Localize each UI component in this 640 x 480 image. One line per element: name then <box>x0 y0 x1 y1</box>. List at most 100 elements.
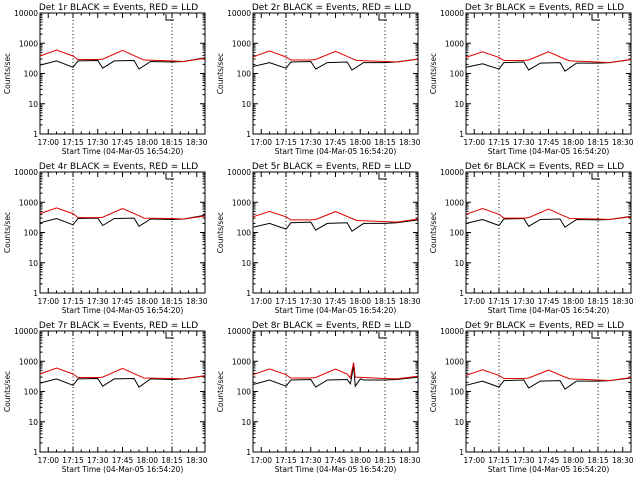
panel-title: Det 7r BLACK = Events, RED = LLD <box>39 321 198 331</box>
y-tick-label: 10000 <box>440 9 464 18</box>
series-line-events <box>252 58 419 71</box>
x-tick-label: 18:00 <box>562 456 584 465</box>
y-tick-label: 1 <box>246 448 251 457</box>
y-tick-label: 1 <box>246 130 251 139</box>
x-tick-label: 17:15 <box>62 456 84 465</box>
x-tick-label: 18:00 <box>349 138 371 147</box>
corner-marker <box>591 14 600 21</box>
x-tick-label: 18:30 <box>399 297 421 306</box>
detector-panel-4: Det 4r BLACK = Events, RED = LLD 1 10 100 10… <box>3 162 208 315</box>
x-tick-label: 17:45 <box>112 456 134 465</box>
x-tick-label: 17:30 <box>513 456 535 465</box>
x-axis-label: Start Time (04-Mar-05 16:54:20) <box>488 147 610 156</box>
y-axis-label: Counts/sec <box>429 371 438 412</box>
detector-panel-8: Det 8r BLACK = Events, RED = LLD 1 10 100 10… <box>216 321 421 474</box>
x-tick-label: 17:15 <box>275 297 297 306</box>
y-axis-label: Counts/sec <box>429 212 438 253</box>
detector-panel-6: Det 6r BLACK = Events, RED = LLD 1 10 100 10… <box>429 162 634 315</box>
x-tick-label: 18:00 <box>136 297 158 306</box>
x-tick-label: 17:45 <box>325 138 347 147</box>
x-tick-label: 18:30 <box>612 456 634 465</box>
plot-frame <box>39 12 206 135</box>
x-tick-label: 18:30 <box>186 297 208 306</box>
y-tick-label: 100 <box>450 388 465 397</box>
x-tick-label: 18:15 <box>374 138 396 147</box>
y-tick-label: 1 <box>33 289 38 298</box>
series-line-events <box>465 377 632 390</box>
y-tick-label: 10000 <box>14 327 38 336</box>
x-tick-label: 18:15 <box>587 138 609 147</box>
x-tick-label: 17:30 <box>513 297 535 306</box>
y-tick-label: 10000 <box>14 9 38 18</box>
y-tick-label: 100 <box>237 388 252 397</box>
plot-frame <box>252 12 419 135</box>
y-tick-label: 10 <box>454 259 464 268</box>
y-tick-label: 10 <box>454 100 464 109</box>
y-axis-label: Counts/sec <box>3 371 12 412</box>
x-tick-label: 17:00 <box>463 138 485 147</box>
y-tick-label: 1 <box>33 130 38 139</box>
x-tick-label: 17:30 <box>87 456 109 465</box>
y-tick-label: 100 <box>24 70 39 79</box>
x-tick-label: 17:00 <box>37 297 59 306</box>
corner-marker <box>378 173 387 180</box>
y-tick-label: 10000 <box>14 168 38 177</box>
y-tick-label: 10 <box>241 100 251 109</box>
x-axis-label: Start Time (04-Mar-05 16:54:20) <box>275 147 397 156</box>
y-tick-label: 100 <box>24 388 39 397</box>
y-tick-label: 1 <box>459 289 464 298</box>
y-tick-label: 1000 <box>19 39 38 48</box>
x-tick-label: 17:00 <box>250 297 272 306</box>
x-tick-label: 18:30 <box>612 138 634 147</box>
detector-panel-9: Det 9r BLACK = Events, RED = LLD 1 10 100 10… <box>429 321 634 474</box>
series-line-events <box>252 219 419 232</box>
y-tick-label: 100 <box>450 70 465 79</box>
y-tick-label: 10 <box>28 418 38 427</box>
corner-marker <box>165 332 174 339</box>
series-line-events <box>39 57 206 70</box>
x-tick-label: 18:00 <box>349 456 371 465</box>
y-tick-label: 1 <box>459 448 464 457</box>
panel-title: Det 1r BLACK = Events, RED = LLD <box>39 3 198 13</box>
x-tick-label: 18:30 <box>186 138 208 147</box>
y-tick-label: 10 <box>28 100 38 109</box>
x-tick-label: 17:45 <box>538 456 560 465</box>
panel-title: Det 6r BLACK = Events, RED = LLD <box>465 162 624 172</box>
y-tick-label: 10000 <box>440 168 464 177</box>
x-tick-label: 18:30 <box>399 456 421 465</box>
x-tick-label: 18:00 <box>349 297 371 306</box>
detector-panel-7: Det 7r BLACK = Events, RED = LLD 1 10 100 10… <box>3 321 208 474</box>
corner-marker <box>591 173 600 180</box>
x-tick-label: 17:45 <box>112 297 134 306</box>
series-line-events <box>252 365 419 388</box>
detector-panel-5: Det 5r BLACK = Events, RED = LLD 1 10 100 10… <box>216 162 421 315</box>
x-tick-label: 17:00 <box>250 138 272 147</box>
y-tick-label: 100 <box>237 229 252 238</box>
x-tick-label: 17:45 <box>325 456 347 465</box>
x-tick-label: 17:00 <box>37 138 59 147</box>
y-tick-label: 1 <box>459 130 464 139</box>
x-tick-label: 18:30 <box>612 297 634 306</box>
x-tick-label: 17:30 <box>300 297 322 306</box>
x-tick-label: 18:15 <box>587 456 609 465</box>
series-line-lld <box>465 369 632 382</box>
panel-title: Det 4r BLACK = Events, RED = LLD <box>39 162 198 172</box>
series-line-lld <box>39 49 206 63</box>
y-tick-label: 1000 <box>232 357 251 366</box>
x-tick-label: 17:15 <box>62 297 84 306</box>
x-tick-label: 17:45 <box>112 138 134 147</box>
corner-marker <box>378 14 387 21</box>
x-tick-label: 17:30 <box>513 138 535 147</box>
x-axis-label: Start Time (04-Mar-05 16:54:20) <box>62 147 184 156</box>
y-axis-label: Counts/sec <box>3 212 12 253</box>
y-axis-label: Counts/sec <box>216 53 225 94</box>
x-tick-label: 18:15 <box>374 297 396 306</box>
x-tick-label: 18:00 <box>562 297 584 306</box>
y-tick-label: 1000 <box>232 198 251 207</box>
x-tick-label: 18:00 <box>136 138 158 147</box>
y-tick-label: 1 <box>246 289 251 298</box>
x-tick-label: 17:15 <box>62 138 84 147</box>
plot-frame <box>39 171 206 294</box>
y-tick-label: 10000 <box>227 327 251 336</box>
y-axis-label: Counts/sec <box>216 212 225 253</box>
